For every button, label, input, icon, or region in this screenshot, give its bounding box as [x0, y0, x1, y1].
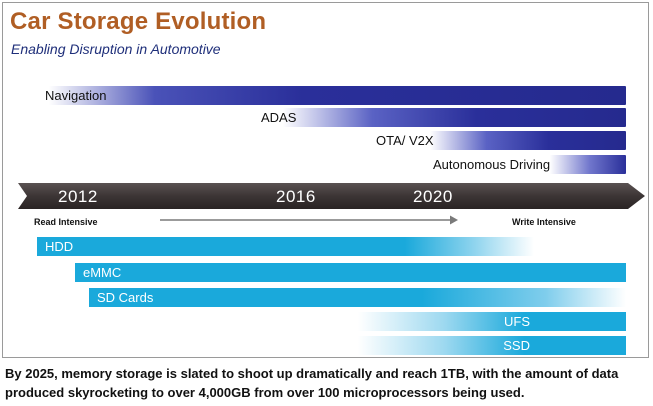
autonomous-driving-label: Autonomous Driving	[433, 157, 551, 172]
timeline-band	[18, 183, 645, 209]
ssd-label: SSD	[503, 338, 530, 353]
read-write-arrow-head	[450, 215, 458, 225]
adas-label: ADAS	[261, 110, 297, 125]
hdd-bar: HDD	[37, 237, 534, 256]
ufs-label: UFS	[504, 314, 530, 329]
year-2020: 2020	[413, 187, 453, 206]
ufs-bar: UFS	[358, 312, 626, 331]
emmc-label: eMMC	[83, 265, 122, 280]
adas-bar: ADAS	[253, 108, 626, 127]
year-2012: 2012	[58, 187, 98, 206]
read-intensive-label: Read Intensive	[34, 217, 98, 227]
navigation-label: Navigation	[45, 88, 107, 103]
hdd-label: HDD	[45, 239, 74, 254]
write-intensive-label: Write Intensive	[512, 217, 576, 227]
autonomous-driving-bar: Autonomous Driving	[425, 155, 626, 174]
ota-v2x-label: OTA/ V2X	[376, 133, 434, 148]
navigation-bar: Navigation	[37, 86, 626, 105]
sd-cards-label: SD Cards	[97, 290, 154, 305]
sd-cards-bar: SD Cards	[89, 288, 626, 307]
emmc-bar: eMMC	[75, 263, 626, 282]
diagram-title: Car Storage Evolution	[10, 8, 267, 35]
ssd-bar: SSD	[358, 336, 626, 355]
ota-v2x-bar: OTA/ V2X	[368, 131, 626, 150]
year-2016: 2016	[276, 187, 316, 206]
figure-caption: By 2025, memory storage is slated to sho…	[5, 366, 619, 400]
diagram-subtitle: Enabling Disruption in Automotive	[11, 41, 221, 57]
